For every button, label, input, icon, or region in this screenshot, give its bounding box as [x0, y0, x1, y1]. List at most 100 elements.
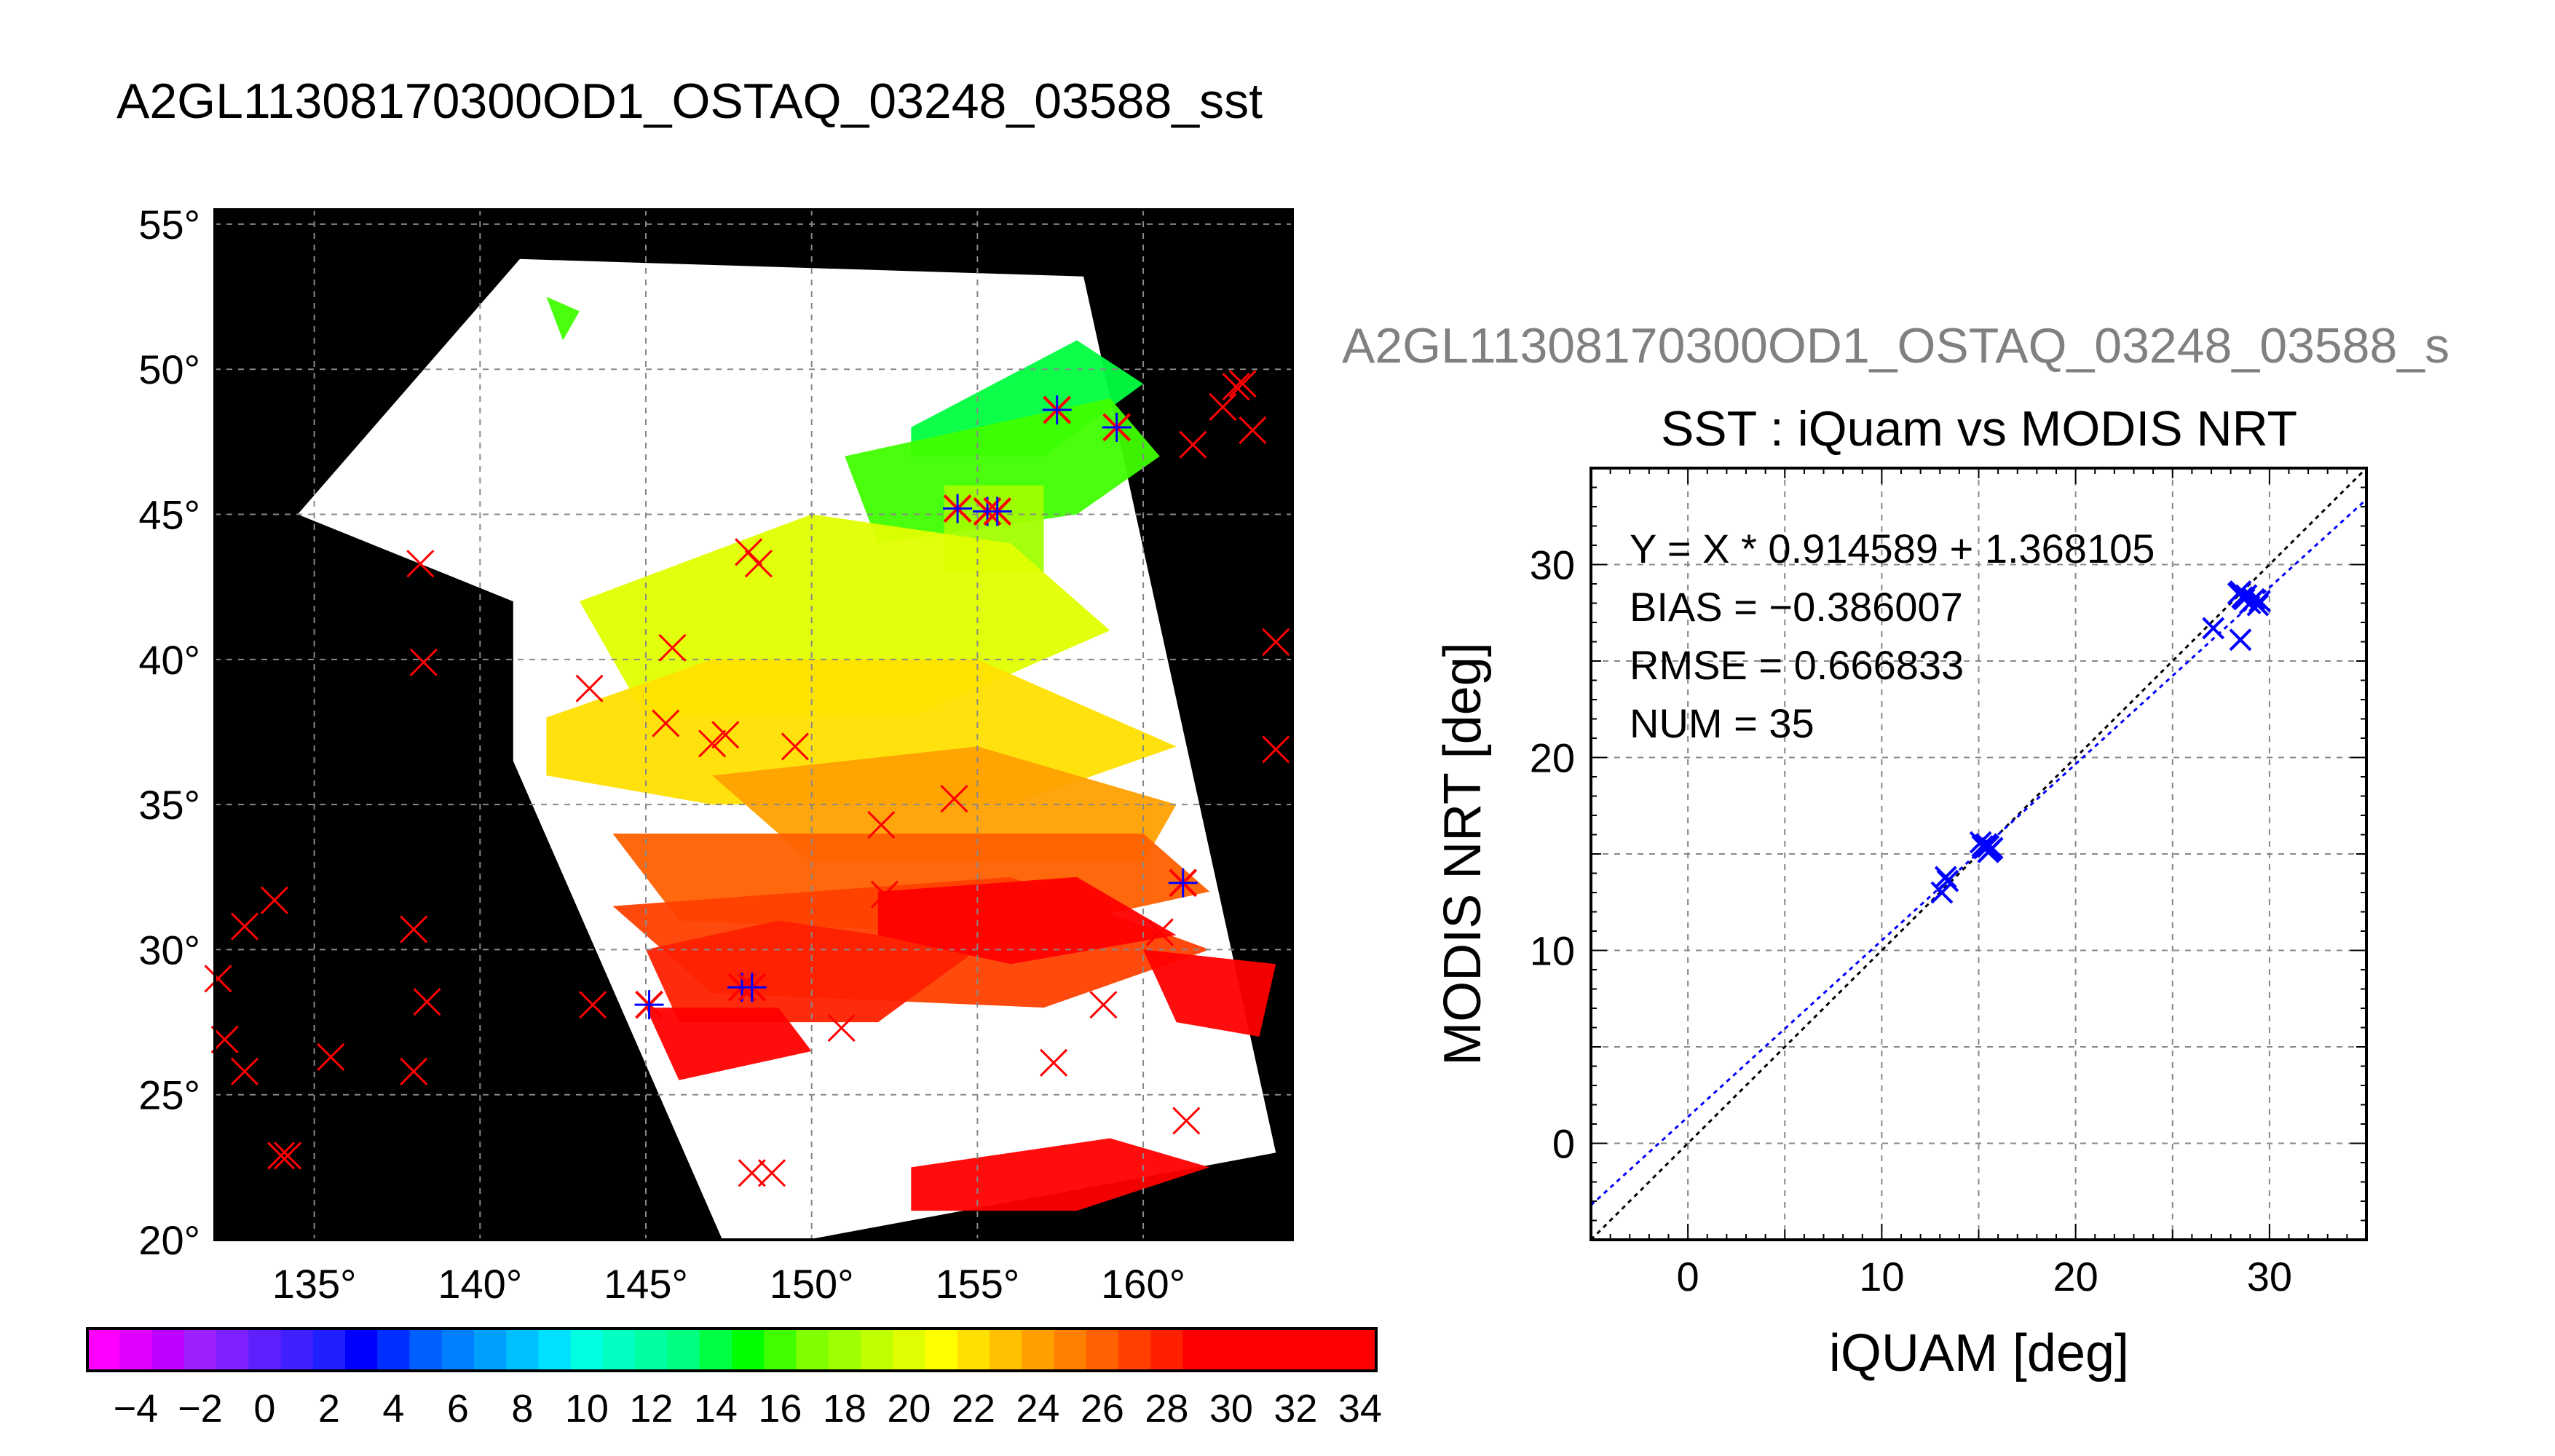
- colorbar-bin: [1343, 1329, 1377, 1371]
- colorbar-tick-label: 30: [1209, 1387, 1253, 1431]
- scatter-y-tick-label: 20: [1530, 735, 1575, 781]
- colorbar-bin: [119, 1329, 152, 1371]
- colorbar-bin: [248, 1329, 281, 1371]
- scatter-y-tick-label: 10: [1530, 928, 1575, 974]
- sst-region: [646, 1008, 812, 1080]
- red-marker: [1089, 991, 1118, 1019]
- red-marker: [658, 633, 687, 662]
- colorbar-bin: [312, 1329, 346, 1371]
- sst-region: [845, 398, 1160, 544]
- red-marker: [230, 912, 259, 941]
- scatter-point: [2232, 587, 2256, 611]
- colorbar-tick-label: 4: [382, 1387, 404, 1431]
- blue-marker: [1042, 395, 1072, 425]
- blue-marker: [982, 496, 1012, 526]
- map-x-tick-label: 140°: [438, 1261, 522, 1307]
- colorbar-bin: [474, 1329, 507, 1371]
- scatter-points: [1930, 580, 2271, 904]
- red-marker: [317, 1042, 345, 1071]
- red-marker: [260, 886, 289, 914]
- colorbar-bin: [861, 1329, 893, 1371]
- colorbar-bin: [1054, 1329, 1087, 1371]
- colorbar-bin: [667, 1329, 700, 1371]
- scatter-y-tick-label: 30: [1530, 542, 1575, 588]
- red-marker: [738, 1159, 766, 1187]
- blue-marker: [1168, 868, 1198, 898]
- colorbar-bin: [377, 1329, 410, 1371]
- red-marker: [1262, 628, 1290, 656]
- red-marker: [735, 538, 763, 566]
- sst-region: [911, 1138, 1210, 1211]
- scatter-x-label: iQUAM [deg]: [1829, 1324, 2129, 1382]
- num-stat: NUM = 35: [1630, 700, 1814, 746]
- colorbar-tick-label: 12: [629, 1387, 673, 1431]
- red-marker: [1145, 918, 1174, 946]
- bias-stat: BIAS = −0.386007: [1630, 584, 1963, 630]
- red-marker: [575, 674, 604, 703]
- red-marker: [781, 732, 809, 761]
- red-marker: [698, 729, 727, 758]
- colorbar-bin: [409, 1329, 443, 1371]
- scatter-grid: [1590, 467, 2367, 1241]
- red-marker: [870, 880, 899, 909]
- colorbar-tick-label: 28: [1145, 1387, 1188, 1431]
- map-y-tick-label: 30°: [138, 927, 200, 973]
- map-y-tick-label: 45°: [138, 492, 200, 538]
- colorbar-bin: [828, 1329, 861, 1371]
- scatter-title: SST : iQuam vs MODIS NRT: [1661, 401, 2297, 456]
- colorbar-tick-label: 2: [318, 1387, 340, 1431]
- colorbar-bin: [603, 1329, 636, 1371]
- sst-region: [712, 746, 1177, 863]
- red-marker: [757, 1159, 786, 1187]
- red-marker: [940, 785, 968, 813]
- rmse-stat: RMSE = 0.666833: [1630, 642, 1964, 688]
- map-y-tick-label: 40°: [138, 637, 200, 683]
- colorbar-bin: [1311, 1329, 1345, 1371]
- colorbar-frame: [86, 1327, 1378, 1372]
- scatter-x-tick-label: 10: [1859, 1254, 1904, 1299]
- colorbar-bin: [1150, 1329, 1183, 1371]
- scatter-plot: 0 10 20 30 0 10 20 30 Y = X * 0.914589 + 1.3681…: [1434, 467, 2368, 1382]
- map-y-tick-label: 35°: [138, 782, 200, 828]
- map-x-tick-label: 155°: [935, 1261, 1019, 1307]
- colorbar-bin: [506, 1329, 539, 1371]
- colorbar-tick-label: −4: [114, 1387, 159, 1431]
- colorbar-bin: [151, 1329, 185, 1371]
- colorbar: −4 −2 0 2 4 6 8 10 12 14 16 18 20 22 24 26 28 30 32 34: [86, 1327, 1382, 1431]
- red-marker: [204, 965, 232, 993]
- scatter-point: [2202, 617, 2225, 640]
- map-y-tick-label: 25°: [138, 1072, 200, 1118]
- colorbar-bin: [183, 1329, 217, 1371]
- colorbar-tick-label: 32: [1273, 1387, 1317, 1431]
- colorbar-tick-label: 8: [511, 1387, 533, 1431]
- scatter-point: [1971, 834, 1994, 858]
- fit-equation: Y = X * 0.914589 + 1.368105: [1630, 526, 2155, 571]
- colorbar-tick-label: 14: [694, 1387, 738, 1431]
- colorbar-bin: [1247, 1329, 1280, 1371]
- map-tick-labels: 135° 140° 145° 150° 155° 160° 20° 25° 30° 35° 40° 4…: [138, 202, 1185, 1307]
- colorbar-bin: [345, 1329, 378, 1371]
- map-y-tick-label: 50°: [138, 347, 200, 392]
- red-marker: [400, 1057, 428, 1085]
- colorbar-bin: [1118, 1329, 1151, 1371]
- colorbar-bin: [538, 1329, 572, 1371]
- red-marker: [827, 1013, 856, 1042]
- red-marker: [413, 988, 441, 1016]
- red-marker: [406, 550, 435, 578]
- red-marker: [1040, 1048, 1068, 1077]
- red-marker: [652, 709, 680, 737]
- colorbar-tick-labels: −4 −2 0 2 4 6 8 10 12 14 16 18 20 22 24 26 28 30 32 34: [114, 1387, 1382, 1431]
- colorbar-tick-label: 18: [823, 1387, 866, 1431]
- red-marker: [1239, 416, 1267, 444]
- scatter-y-label: MODIS NRT [deg]: [1434, 642, 1492, 1066]
- colorbar-bins: [87, 1329, 1377, 1371]
- colorbar-bin: [1182, 1329, 1216, 1371]
- red-marker: [711, 721, 740, 749]
- map-x-tick-label: 135°: [272, 1261, 357, 1307]
- scatter-point: [2243, 587, 2265, 611]
- scatter-x-tick-label: 20: [2053, 1254, 2098, 1299]
- blue-marker: [1102, 412, 1132, 442]
- map-x-tick-label: 160°: [1101, 1261, 1185, 1307]
- red-marker: [1262, 735, 1290, 764]
- colorbar-bin: [87, 1329, 120, 1371]
